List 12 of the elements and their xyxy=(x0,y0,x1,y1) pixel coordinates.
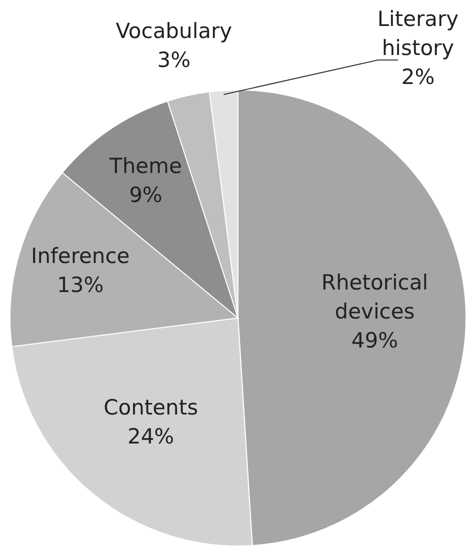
slice-label: Rhetorical devices xyxy=(321,270,428,324)
data-label: 49% xyxy=(351,328,398,352)
slice-label: Vocabulary xyxy=(116,18,232,43)
data-label: 3% xyxy=(157,48,191,72)
data-label: 13% xyxy=(57,272,104,297)
data-label: 24% xyxy=(127,424,174,448)
data-label: 9% xyxy=(129,182,162,207)
slice-label: Literary history xyxy=(377,6,459,60)
data-label: 2% xyxy=(401,64,435,89)
slice-label: Theme xyxy=(108,154,182,178)
slice-label: Inference xyxy=(31,244,130,268)
slice-label: Contents xyxy=(104,395,198,420)
